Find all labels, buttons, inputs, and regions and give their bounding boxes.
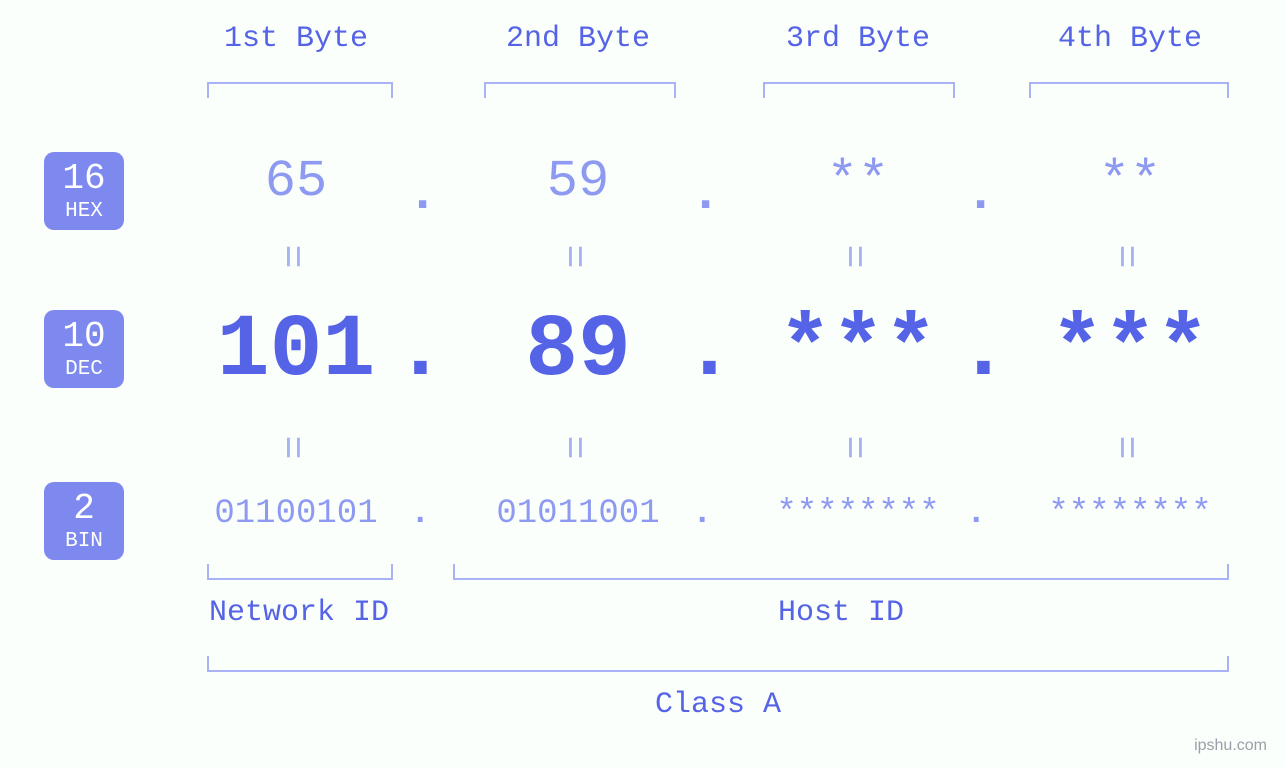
badge-hex: 16 HEX	[44, 152, 124, 230]
bracket-class	[207, 656, 1229, 672]
badge-hex-label: HEX	[65, 201, 103, 222]
bracket-top-3	[763, 82, 955, 98]
hex-dot-2: .	[690, 165, 721, 224]
dec-dot-2: .	[683, 302, 736, 401]
bracket-top-4	[1029, 82, 1229, 98]
watermark: ipshu.com	[1194, 737, 1267, 755]
bin-byte-1: 01100101	[186, 495, 406, 533]
byte-header-2: 2nd Byte	[488, 22, 668, 56]
eq-dec-bin-1: =	[268, 435, 313, 459]
label-host-id: Host ID	[453, 596, 1229, 630]
bracket-top-1	[207, 82, 393, 98]
badge-bin: 2 BIN	[44, 482, 124, 560]
dec-byte-2: 89	[468, 302, 688, 401]
bracket-host-id	[453, 564, 1229, 580]
dec-dot-3: .	[957, 302, 1010, 401]
label-network-id: Network ID	[206, 596, 392, 630]
hex-byte-4: **	[1020, 152, 1240, 211]
bin-byte-3: ********	[748, 495, 968, 533]
dec-byte-3: ***	[748, 302, 968, 401]
eq-dec-bin-3: =	[830, 435, 875, 459]
eq-dec-bin-4: =	[1102, 435, 1147, 459]
byte-header-1: 1st Byte	[206, 22, 386, 56]
bin-byte-4: ********	[1020, 495, 1240, 533]
bin-dot-1: .	[410, 495, 430, 533]
bin-byte-2: 01011001	[468, 495, 688, 533]
bin-dot-2: .	[692, 495, 712, 533]
eq-hex-dec-3: =	[830, 244, 875, 268]
hex-byte-3: **	[748, 152, 968, 211]
byte-header-3: 3rd Byte	[768, 22, 948, 56]
dec-dot-1: .	[394, 302, 447, 401]
ip-diagram: 1st Byte 2nd Byte 3rd Byte 4th Byte 16 H…	[0, 0, 1285, 767]
eq-hex-dec-4: =	[1102, 244, 1147, 268]
hex-dot-1: .	[407, 165, 438, 224]
badge-hex-num: 16	[62, 161, 105, 197]
dec-byte-4: ***	[1020, 302, 1240, 401]
label-class: Class A	[207, 688, 1229, 722]
badge-dec: 10 DEC	[44, 310, 124, 388]
byte-header-4: 4th Byte	[1040, 22, 1220, 56]
badge-dec-num: 10	[62, 319, 105, 355]
eq-hex-dec-1: =	[268, 244, 313, 268]
bracket-network-id	[207, 564, 393, 580]
badge-bin-num: 2	[73, 491, 95, 527]
badge-dec-label: DEC	[65, 359, 103, 380]
hex-byte-1: 65	[186, 152, 406, 211]
dec-byte-1: 101	[186, 302, 406, 401]
hex-dot-3: .	[965, 165, 996, 224]
badge-bin-label: BIN	[65, 531, 103, 552]
bracket-top-2	[484, 82, 676, 98]
eq-hex-dec-2: =	[550, 244, 595, 268]
hex-byte-2: 59	[468, 152, 688, 211]
bin-dot-3: .	[966, 495, 986, 533]
eq-dec-bin-2: =	[550, 435, 595, 459]
